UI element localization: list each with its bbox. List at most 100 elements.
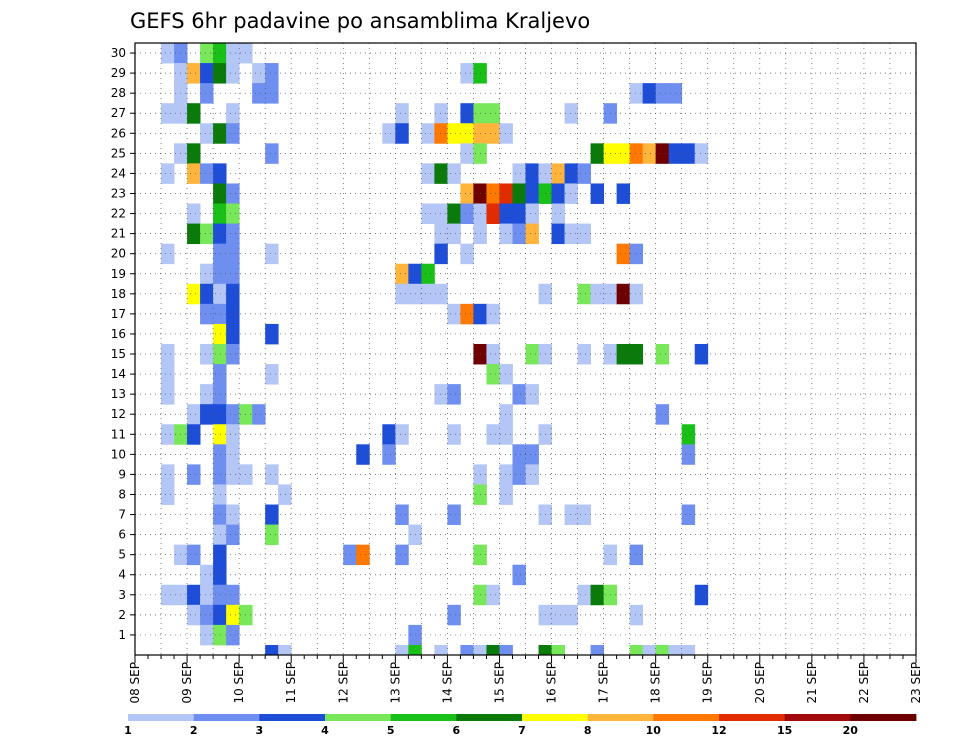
heatmap-cell (187, 544, 201, 566)
heatmap-cell (278, 644, 292, 656)
heatmap-cell (382, 444, 396, 465)
heatmap-cell (213, 544, 227, 566)
heatmap-cell (265, 364, 279, 385)
heatmap-cell (694, 584, 709, 606)
x-tick-label: 19 SEP (701, 662, 715, 704)
y-tick-label: 13 (111, 387, 126, 401)
heatmap-cell (499, 203, 513, 224)
heatmap-cell (421, 123, 435, 144)
heatmap-cell (161, 464, 175, 485)
heatmap-cell (213, 444, 227, 465)
heatmap-cell (213, 404, 227, 425)
x-tick-label: 14 SEP (440, 662, 454, 704)
heatmap-cell (681, 644, 696, 656)
heatmap-cell (512, 223, 526, 245)
y-tick-label: 25 (111, 146, 126, 160)
heatmap-cell (499, 424, 513, 445)
heatmap-cell (200, 564, 214, 586)
heatmap-cell (226, 303, 240, 325)
legend-swatch (325, 714, 392, 721)
heatmap-cell (213, 223, 227, 245)
heatmap-cell (616, 143, 631, 164)
heatmap-cell (187, 604, 201, 626)
heatmap-cell (265, 524, 279, 546)
heatmap-cell (551, 163, 565, 184)
heatmap-cell (447, 504, 461, 525)
x-tick-label: 12 SEP (336, 662, 350, 704)
heatmap-cell (577, 163, 591, 184)
heatmap-cell (161, 424, 175, 445)
heatmap-cell (629, 604, 644, 626)
heatmap-cell (564, 163, 578, 184)
heatmap-cell (590, 584, 604, 606)
heatmap-cell (525, 183, 539, 204)
heatmap-cell (252, 63, 266, 84)
heatmap-cell (421, 283, 435, 305)
y-tick-label: 27 (111, 106, 126, 120)
legend-label: 20 (843, 724, 859, 737)
heatmap-cell (499, 644, 513, 656)
heatmap-cell (590, 143, 604, 164)
heatmap-cell (200, 123, 214, 144)
heatmap-cell (577, 343, 591, 365)
heatmap-cell (629, 544, 644, 566)
heatmap-cell (213, 464, 227, 485)
y-tick-label: 6 (118, 528, 126, 542)
heatmap-cell (187, 63, 201, 84)
legend-swatch (522, 714, 589, 721)
heatmap-cell (564, 604, 578, 626)
color-legend: 1 2 3 4 5 6 7 8 10 12 15 20 (124, 714, 917, 737)
x-tick-label: 09 SEP (180, 662, 194, 704)
heatmap-cell (486, 103, 500, 124)
heatmap-cell (460, 183, 474, 204)
heatmap-cell (213, 484, 227, 505)
heatmap-cell (161, 103, 175, 124)
heatmap-cell (512, 564, 526, 586)
heatmap-cell (161, 384, 175, 405)
y-tick-label: 24 (111, 166, 126, 180)
heatmap-cell (551, 644, 565, 656)
heatmap-cell (226, 43, 240, 64)
heatmap-cell (642, 143, 657, 164)
heatmap-cell (265, 63, 279, 84)
heatmap-cell (226, 243, 240, 265)
heatmap-cell (525, 464, 539, 485)
heatmap-cell (434, 123, 448, 144)
heatmap-cell (200, 263, 214, 285)
heatmap-cell (226, 263, 240, 285)
heatmap-cell (512, 163, 526, 184)
legend-swatch (719, 714, 786, 721)
y-axis-ticks: 1234567891011121314151617181920212223242… (111, 46, 135, 642)
legend-swatch (456, 714, 523, 721)
heatmap-cell (213, 524, 227, 546)
heatmap-cell (434, 163, 448, 184)
heatmap-cell (460, 243, 474, 265)
y-tick-label: 7 (118, 508, 126, 522)
legend-label: 12 (711, 724, 726, 737)
y-tick-label: 23 (111, 186, 126, 200)
heatmap-cell (187, 283, 201, 305)
heatmap-cell (265, 83, 279, 104)
heatmap-cell (187, 404, 201, 425)
heatmap-cell (226, 203, 240, 224)
heatmap-cell (252, 83, 266, 104)
heatmap-cell (499, 183, 513, 204)
heatmap-cell (226, 343, 240, 365)
heatmap-cell (226, 404, 240, 425)
heatmap-cell (343, 544, 357, 566)
heatmap-cell (460, 103, 474, 124)
legend-label: 1 (124, 724, 132, 737)
heatmap-cell (213, 384, 227, 405)
heatmap-cell (577, 584, 591, 606)
heatmap-cell (551, 183, 565, 204)
heatmap-cell (434, 283, 448, 305)
heatmap-cell (551, 223, 565, 245)
heatmap-cell (226, 183, 240, 204)
heatmap-cell (161, 43, 175, 64)
heatmap-cell (564, 183, 578, 204)
legend-label: 8 (584, 724, 592, 737)
heatmap-cell (512, 183, 526, 204)
heatmap-cell (655, 83, 670, 104)
x-tick-label: 21 SEP (805, 662, 819, 704)
heatmap-cell (551, 203, 565, 224)
